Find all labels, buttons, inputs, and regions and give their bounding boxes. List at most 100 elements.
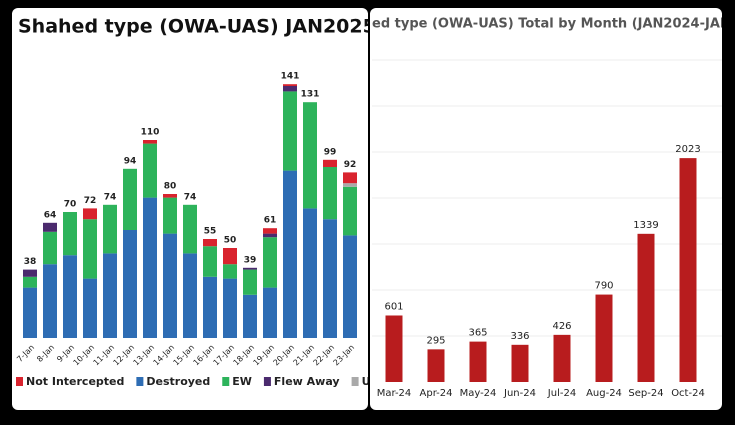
bar-segment bbox=[103, 253, 117, 338]
bar-segment bbox=[43, 231, 57, 265]
bar-segment bbox=[323, 167, 337, 220]
bar-segment bbox=[83, 278, 97, 338]
x-tick-label: Mar-24 bbox=[377, 388, 412, 399]
legend-label: Not Intercepted bbox=[26, 375, 124, 388]
legend-swatch bbox=[222, 377, 230, 386]
bar bbox=[595, 294, 613, 382]
bar-segment bbox=[263, 237, 277, 288]
bar-segment bbox=[83, 219, 97, 279]
bar-segment bbox=[203, 246, 217, 277]
x-tick-label: Aug-24 bbox=[586, 388, 622, 399]
bar bbox=[469, 341, 487, 382]
value-label: 336 bbox=[510, 331, 529, 342]
total-label: 141 bbox=[281, 72, 300, 82]
chart-title: ed type (OWA-UAS) Total by Month (JAN202… bbox=[372, 17, 735, 32]
bar bbox=[637, 233, 655, 382]
bar-segment bbox=[283, 84, 297, 86]
legend-swatch bbox=[16, 377, 23, 386]
bar-segment bbox=[263, 287, 277, 338]
total-label: 110 bbox=[141, 128, 160, 138]
value-label: 790 bbox=[594, 281, 613, 292]
bar-segment bbox=[203, 239, 217, 247]
bar-segment bbox=[243, 294, 257, 338]
bar-segment bbox=[223, 278, 237, 338]
bar-segment bbox=[103, 204, 117, 254]
x-tick-label: Sep-24 bbox=[628, 388, 663, 399]
value-label: 365 bbox=[468, 328, 487, 339]
bar bbox=[679, 158, 697, 382]
total-label: 61 bbox=[264, 216, 277, 226]
total-label: 99 bbox=[324, 147, 337, 157]
bar-segment bbox=[283, 86, 297, 92]
bar bbox=[427, 349, 445, 382]
bar-segment bbox=[243, 269, 257, 295]
bar-segment bbox=[23, 269, 37, 277]
bar-segment bbox=[83, 208, 97, 220]
x-tick-label: May-24 bbox=[460, 388, 497, 399]
bar bbox=[553, 334, 571, 382]
x-tick-label: Jul-24 bbox=[547, 388, 576, 399]
legend-label: Flew Away bbox=[274, 375, 340, 388]
total-label: 38 bbox=[24, 257, 37, 267]
bar-segment bbox=[123, 168, 137, 230]
legend-swatch bbox=[351, 377, 359, 386]
bar-segment bbox=[163, 197, 177, 234]
legend-swatch bbox=[136, 377, 144, 386]
x-tick-label: Jun-24 bbox=[503, 388, 536, 399]
bar-segment bbox=[63, 255, 77, 338]
total-label: 72 bbox=[84, 196, 97, 206]
legend-label: Unknown bbox=[362, 375, 419, 388]
legend-label: Destroyed bbox=[146, 375, 210, 388]
x-tick-label: Apr-24 bbox=[420, 388, 453, 399]
x-tick-label: Oct-24 bbox=[671, 388, 705, 399]
value-label: 601 bbox=[384, 301, 403, 312]
chart-title: Shahed type (OWA-UAS) JAN2025 bbox=[18, 16, 376, 38]
bar-segment bbox=[143, 197, 157, 338]
bar-segment bbox=[343, 235, 357, 338]
total-label: 131 bbox=[301, 90, 320, 100]
bar-segment bbox=[343, 172, 357, 184]
legend-swatch bbox=[263, 377, 271, 386]
value-label: 295 bbox=[426, 335, 445, 346]
bar-segment bbox=[23, 276, 37, 288]
bar-segment bbox=[223, 264, 237, 279]
bar-segment bbox=[303, 208, 317, 338]
bar bbox=[385, 315, 403, 382]
bar-segment bbox=[323, 219, 337, 338]
bar-segment bbox=[163, 194, 177, 198]
total-label: 92 bbox=[344, 160, 357, 170]
bar-segment bbox=[283, 170, 297, 338]
value-label: 2023 bbox=[675, 144, 700, 155]
value-label: 1339 bbox=[633, 220, 658, 231]
bar-segment bbox=[263, 233, 277, 238]
bar-segment bbox=[43, 222, 57, 232]
bar-segment bbox=[223, 248, 237, 265]
bar-segment bbox=[343, 183, 357, 187]
total-label: 55 bbox=[204, 227, 217, 237]
total-label: 70 bbox=[64, 200, 77, 210]
total-label: 80 bbox=[164, 182, 177, 192]
right-panel bbox=[370, 8, 722, 410]
bar-segment bbox=[323, 159, 337, 167]
legend-label: EW bbox=[232, 375, 252, 388]
right-chart: ed type (OWA-UAS) Total by Month (JAN202… bbox=[372, 17, 735, 399]
bar-segment bbox=[343, 186, 357, 236]
bar-segment bbox=[23, 287, 37, 338]
bar-segment bbox=[183, 204, 197, 254]
bar-segment bbox=[163, 233, 177, 338]
total-label: 39 bbox=[244, 255, 257, 265]
total-label: 50 bbox=[224, 236, 237, 246]
total-label: 64 bbox=[44, 210, 57, 220]
bar-segment bbox=[263, 228, 277, 234]
bar-segment bbox=[303, 102, 317, 209]
bar-segment bbox=[143, 140, 157, 144]
bar-segment bbox=[63, 212, 77, 256]
total-label: 74 bbox=[104, 192, 117, 202]
bar bbox=[511, 344, 529, 382]
bar-segment bbox=[43, 264, 57, 338]
bar-segment bbox=[203, 276, 217, 338]
bar-segment bbox=[143, 143, 157, 198]
value-label: 426 bbox=[552, 321, 571, 332]
bar-segment bbox=[123, 230, 137, 338]
